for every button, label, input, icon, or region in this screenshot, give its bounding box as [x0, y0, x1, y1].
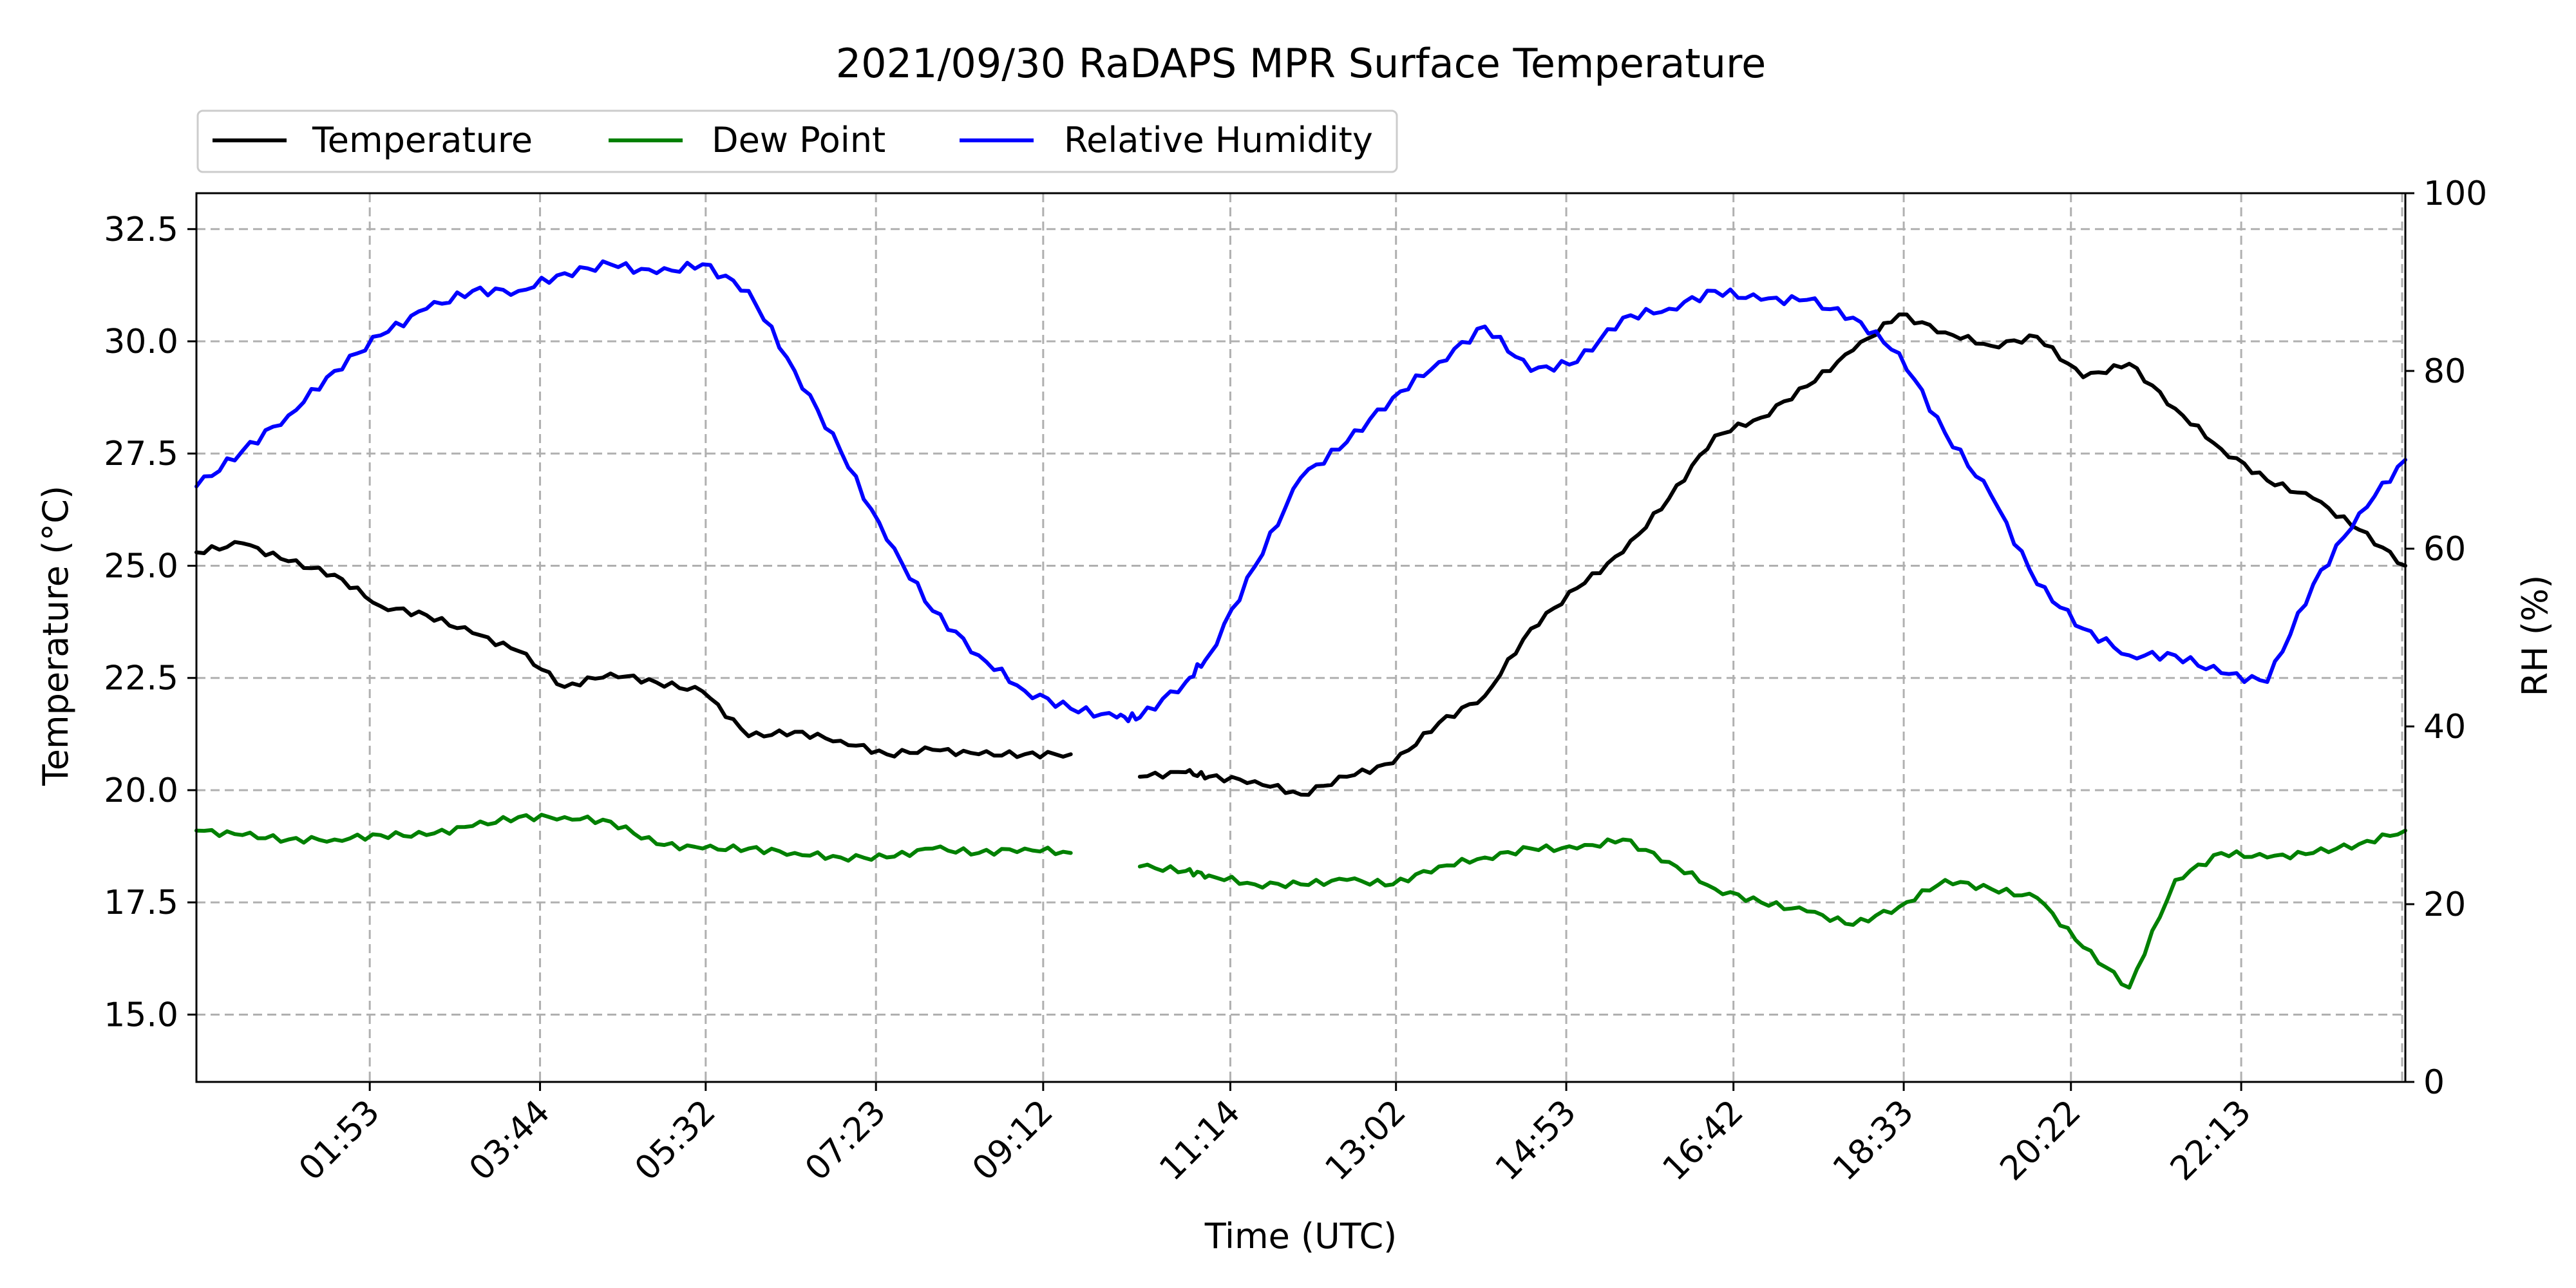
y-tick-label-right: 100 [2423, 175, 2487, 213]
y-tick-label: 30.0 [104, 323, 178, 361]
y-tick-label: 20.0 [104, 772, 178, 810]
series-line [194, 259, 2407, 723]
series-layer [194, 259, 2407, 990]
chart-title: 2021/09/30 RaDAPS MPR Surface Temperatur… [836, 40, 1766, 87]
y-tick-label-right: 0 [2423, 1063, 2445, 1102]
x-tick-label: 18:33 [1826, 1093, 1921, 1188]
x-tick-label: 03:44 [462, 1093, 557, 1188]
x-tick-label: 09:12 [965, 1093, 1061, 1188]
axes: 15.0 17.5 20.0 22.5 25.0 27.5 30.0 32.5 0 20 40 60 8… [104, 175, 2487, 1188]
x-axis-label: Time (UTC) [1204, 1216, 1397, 1256]
series-line [1137, 312, 2407, 797]
legend: Temperature Dew Point Relative Humidity [196, 109, 1398, 173]
y-axis-label: Temperature (°C) [35, 486, 76, 786]
legend-label-dew-point: Dew Point [712, 120, 886, 160]
legend-label-relative-humidity: Relative Humidity [1064, 120, 1373, 160]
y-tick-label-right: 60 [2423, 530, 2466, 569]
x-tick-label: 22:13 [2163, 1093, 2259, 1188]
y-tick-label: 22.5 [104, 659, 178, 698]
x-tick-label: 11:14 [1152, 1093, 1247, 1188]
y-tick-label: 32.5 [104, 211, 178, 249]
y-tick-label: 27.5 [104, 435, 178, 473]
y-tick-label: 25.0 [104, 547, 178, 585]
grid [196, 193, 2405, 1082]
x-tick-label: 14:53 [1488, 1093, 1584, 1188]
y-tick-label-right: 20 [2423, 886, 2466, 924]
x-tick-label: 20:22 [1993, 1093, 2088, 1188]
x-tick-label: 05:32 [628, 1093, 723, 1188]
x-tick-label: 07:23 [798, 1093, 893, 1188]
y-tick-label: 17.5 [104, 884, 178, 922]
series-temperature [194, 312, 2407, 797]
y-tick-label-right: 80 [2423, 352, 2466, 391]
series-line [1137, 828, 2407, 990]
series-dew-point [194, 813, 2407, 990]
series-line [194, 813, 1073, 863]
series-relative-humidity [194, 259, 2407, 723]
x-tick-label: 13:02 [1318, 1093, 1413, 1188]
series-line [194, 540, 1073, 760]
plot-frame [195, 192, 2407, 1083]
y-tick-label: 15.0 [104, 996, 178, 1034]
y-tick-label-right: 40 [2423, 708, 2466, 746]
legend-label-temperature: Temperature [312, 120, 533, 160]
y-axis-label-right: RH (%) [2515, 575, 2555, 697]
legend-frame [196, 109, 1398, 173]
x-tick-label: 01:53 [292, 1093, 387, 1188]
x-tick-label: 16:42 [1656, 1093, 1751, 1188]
